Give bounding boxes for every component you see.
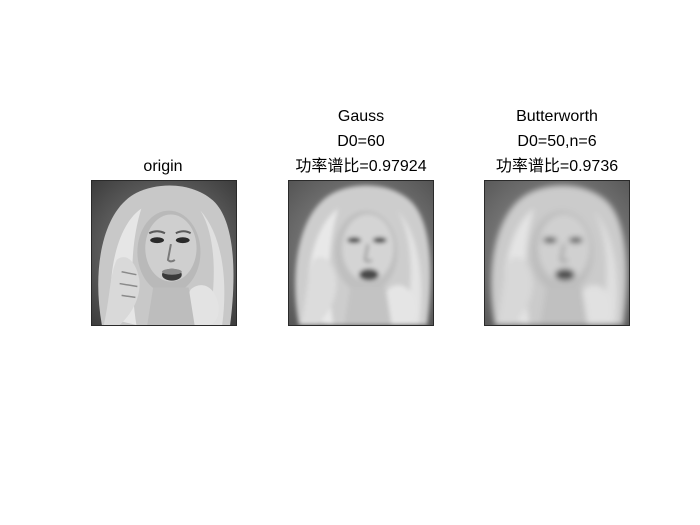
title-line: D0=60	[337, 133, 385, 150]
face-portrait-image	[485, 181, 629, 325]
title-line: 功率谱比=0.9736	[495, 158, 619, 175]
title-line: 功率谱比=0.97924	[295, 158, 427, 175]
origin-image	[91, 180, 237, 326]
title-line: D0=50,n=6	[517, 133, 597, 150]
face-portrait-image	[92, 181, 236, 325]
title-line: Gauss	[337, 108, 385, 125]
panel-title-butterworth: Butterworth D0=50,n=6 功率谱比=0.9736	[447, 104, 667, 179]
title-line: origin	[143, 158, 183, 175]
butterworth-filtered-image	[484, 180, 630, 326]
panel-title-gauss: Gauss D0=60 功率谱比=0.97924	[251, 104, 471, 179]
title-line: Butterworth	[516, 108, 598, 125]
face-portrait-image	[289, 181, 433, 325]
gauss-filtered-image	[288, 180, 434, 326]
panel-title-origin: origin	[53, 154, 273, 179]
